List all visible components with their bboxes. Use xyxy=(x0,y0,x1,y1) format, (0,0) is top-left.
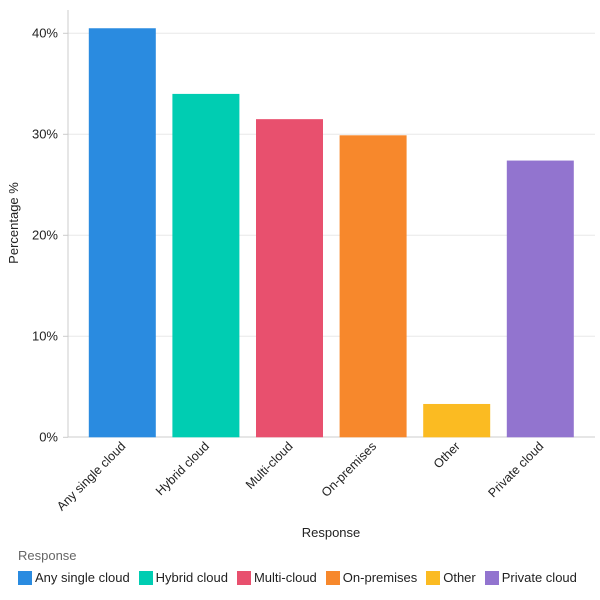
y-axis-label: Percentage % xyxy=(6,182,21,264)
y-tick-label: 0% xyxy=(39,429,58,444)
legend-label: Hybrid cloud xyxy=(155,570,228,585)
legend: Response Any single cloud Hybrid cloud Mul… xyxy=(18,548,577,585)
legend-item[interactable]: Any single cloud xyxy=(18,570,130,585)
y-tick-label: 40% xyxy=(32,25,58,40)
legend-label: Other xyxy=(443,570,476,585)
legend-item[interactable]: Hybrid cloud xyxy=(138,570,228,585)
legend-swatch xyxy=(236,570,251,585)
x-tick-label: On-premises xyxy=(319,439,379,499)
legend-label: Any single cloud xyxy=(35,570,130,585)
y-tick-label: 30% xyxy=(32,126,58,141)
legend-item[interactable]: Private cloud xyxy=(484,570,577,585)
legend-swatch xyxy=(484,570,499,585)
bar-other[interactable] xyxy=(423,403,491,438)
bar-private-cloud[interactable] xyxy=(506,160,574,438)
legend-swatch xyxy=(426,570,441,585)
x-tick-label: Multi-cloud xyxy=(243,439,296,492)
x-tick-label: Hybrid cloud xyxy=(153,439,212,498)
legend-swatch xyxy=(325,570,340,585)
x-tick-label: Private cloud xyxy=(485,439,546,500)
legend-label: Private cloud xyxy=(501,570,577,585)
legend-label: On-premises xyxy=(342,570,418,585)
bar-hybrid-cloud[interactable] xyxy=(172,93,240,438)
legend-swatch xyxy=(18,570,32,585)
bar-on-premises[interactable] xyxy=(339,135,407,438)
bar-any-single-cloud[interactable] xyxy=(88,28,156,438)
x-tick-label: Any single cloud xyxy=(54,439,128,513)
legend-swatch xyxy=(138,570,153,585)
legend-item[interactable]: Multi-cloud xyxy=(236,570,317,585)
legend-title: Response xyxy=(18,548,77,563)
legend-label: Multi-cloud xyxy=(253,570,317,585)
x-tick-label: Other xyxy=(431,439,463,471)
y-tick-label: 20% xyxy=(32,227,58,242)
x-axis-label: Response xyxy=(302,525,361,540)
y-tick-label: 10% xyxy=(32,328,58,343)
legend-item[interactable]: On-premises xyxy=(325,570,418,585)
legend-item[interactable]: Other xyxy=(426,570,476,585)
bar-chart: 0% 10% 20% 30% 40% Any single cloud Hybrid cl… xyxy=(6,10,595,540)
bar-multi-cloud[interactable] xyxy=(256,119,323,438)
